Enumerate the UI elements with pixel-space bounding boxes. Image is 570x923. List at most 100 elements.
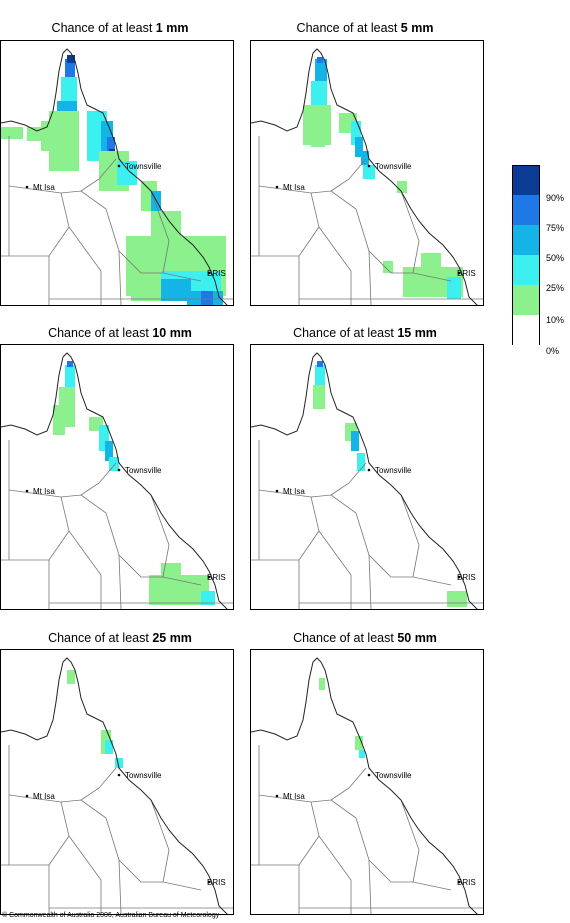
city-label-mt_isa: Mt Isa bbox=[33, 183, 55, 192]
rainfall-probability-cell bbox=[397, 181, 407, 193]
region-boundary bbox=[251, 559, 300, 609]
rainfall-probability-cell bbox=[447, 591, 467, 607]
region-boundary bbox=[355, 208, 372, 305]
rainfall-probability-cell bbox=[317, 57, 323, 63]
region-boundary bbox=[330, 462, 367, 496]
rainfall-probability-cell bbox=[99, 425, 109, 451]
city-marker bbox=[367, 468, 371, 472]
rainfall-probability-cell bbox=[53, 405, 65, 435]
legend-swatch bbox=[512, 225, 540, 255]
panel-title: Chance of at least 15 mm bbox=[293, 326, 437, 340]
rainfall-probability-cell bbox=[65, 365, 75, 387]
city-label-mt_isa: Mt Isa bbox=[33, 487, 55, 496]
panel-title: Chance of at least 10 mm bbox=[48, 326, 192, 340]
panel-title: Chance of at least 50 mm bbox=[293, 631, 437, 645]
region-boundary bbox=[68, 835, 102, 914]
rainfall-probability-cell bbox=[201, 591, 215, 605]
region-boundary bbox=[8, 794, 107, 819]
region-boundary bbox=[80, 462, 117, 496]
copyright-notice: © Commonwealth of Australia 2006, Austra… bbox=[2, 912, 220, 919]
region-boundary bbox=[251, 864, 300, 914]
region-boundary bbox=[48, 801, 70, 866]
legend-swatch bbox=[512, 255, 540, 285]
city-label-bris: BRIS bbox=[457, 878, 476, 887]
rainfall-probability-cell bbox=[315, 59, 327, 83]
probability-legend: 90% 75% 50% 25% 10% 0% bbox=[512, 165, 564, 356]
region-boundary bbox=[355, 512, 372, 609]
map-canvas: Townsville Mt Isa BRIS bbox=[251, 657, 483, 914]
rainfall-probability-cell bbox=[67, 55, 75, 63]
city-label-mt_isa: Mt Isa bbox=[283, 183, 305, 192]
legend-label: 90% bbox=[546, 193, 565, 203]
city-marker bbox=[457, 880, 461, 884]
city-marker bbox=[25, 489, 29, 493]
region-boundary bbox=[318, 530, 352, 609]
rainfall-probability-cell bbox=[313, 385, 325, 409]
rainfall-probability-cell bbox=[201, 291, 213, 305]
city-marker bbox=[207, 271, 211, 275]
city-label-mt_isa: Mt Isa bbox=[33, 792, 55, 801]
city-label-bris: BRIS bbox=[207, 269, 226, 278]
rainfall-probability-cell bbox=[67, 670, 75, 684]
region-boundary bbox=[400, 190, 452, 282]
rainfall-probability-cell bbox=[361, 151, 369, 165]
coastline bbox=[62, 657, 228, 914]
map-canvas: Townsville Mt Isa BRIS bbox=[1, 657, 233, 914]
map-canvas: Townsville Mt Isa BRIS bbox=[1, 48, 233, 305]
region-boundary bbox=[48, 192, 70, 257]
region-boundary bbox=[1, 559, 50, 609]
region-boundary bbox=[368, 554, 413, 578]
region-boundary bbox=[368, 250, 413, 274]
legend-swatch bbox=[512, 315, 540, 345]
coastline bbox=[62, 352, 228, 609]
city-label-townsville: Townsville bbox=[125, 162, 162, 171]
rainfall-probability-cell bbox=[421, 253, 441, 269]
rainfall-probability-cell bbox=[105, 740, 113, 754]
rainfall-probability-cell bbox=[115, 758, 123, 768]
region-boundary bbox=[1, 864, 50, 914]
city-label-mt_isa: Mt Isa bbox=[283, 792, 305, 801]
region-boundary bbox=[1, 255, 50, 305]
city-label-bris: BRIS bbox=[207, 878, 226, 887]
panel-title: Chance of at least 25 mm bbox=[48, 631, 192, 645]
region-boundary bbox=[150, 799, 202, 891]
panel-title: Chance of at least 5 mm bbox=[296, 21, 434, 35]
map-canvas: Townsville Mt Isa BRIS bbox=[251, 48, 483, 305]
rainfall-probability-cell bbox=[131, 271, 161, 301]
region-boundary bbox=[80, 158, 117, 192]
region-boundary bbox=[118, 554, 163, 578]
region-boundary bbox=[318, 226, 352, 305]
coastline bbox=[312, 657, 478, 914]
coastline bbox=[312, 48, 478, 305]
rainfall-probability-cell bbox=[355, 736, 363, 750]
rainfall-probability-cell bbox=[65, 59, 75, 79]
coastline bbox=[251, 356, 314, 436]
legend-label: 25% bbox=[546, 283, 565, 293]
rainfall-probability-cell bbox=[359, 750, 365, 758]
region-boundary bbox=[8, 185, 107, 210]
coastline bbox=[251, 661, 314, 741]
qld-map: Townsville Mt Isa BRIS bbox=[0, 344, 234, 610]
region-boundary bbox=[368, 859, 413, 883]
city-label-bris: BRIS bbox=[457, 573, 476, 582]
rainfall-probability-cell bbox=[351, 431, 359, 451]
legend-swatch bbox=[512, 165, 540, 195]
legend-swatch bbox=[512, 195, 540, 225]
map-canvas: Townsville Mt Isa BRIS bbox=[1, 352, 233, 609]
coastline bbox=[1, 661, 64, 741]
city-marker bbox=[25, 185, 29, 189]
region-boundary bbox=[105, 208, 122, 305]
city-marker bbox=[117, 773, 121, 777]
city-marker bbox=[275, 794, 279, 798]
city-marker bbox=[117, 468, 121, 472]
city-marker bbox=[207, 880, 211, 884]
qld-map: Townsville Mt Isa BRIS bbox=[250, 344, 484, 610]
region-boundary bbox=[298, 496, 320, 561]
city-marker bbox=[275, 489, 279, 493]
region-boundary bbox=[105, 817, 122, 914]
qld-map: Townsville Mt Isa BRIS bbox=[250, 40, 484, 306]
qld-map: Townsville Mt Isa BRIS bbox=[0, 40, 234, 306]
rainfall-probability-cell bbox=[41, 121, 61, 151]
city-label-townsville: Townsville bbox=[125, 771, 162, 780]
region-boundary bbox=[118, 250, 163, 274]
